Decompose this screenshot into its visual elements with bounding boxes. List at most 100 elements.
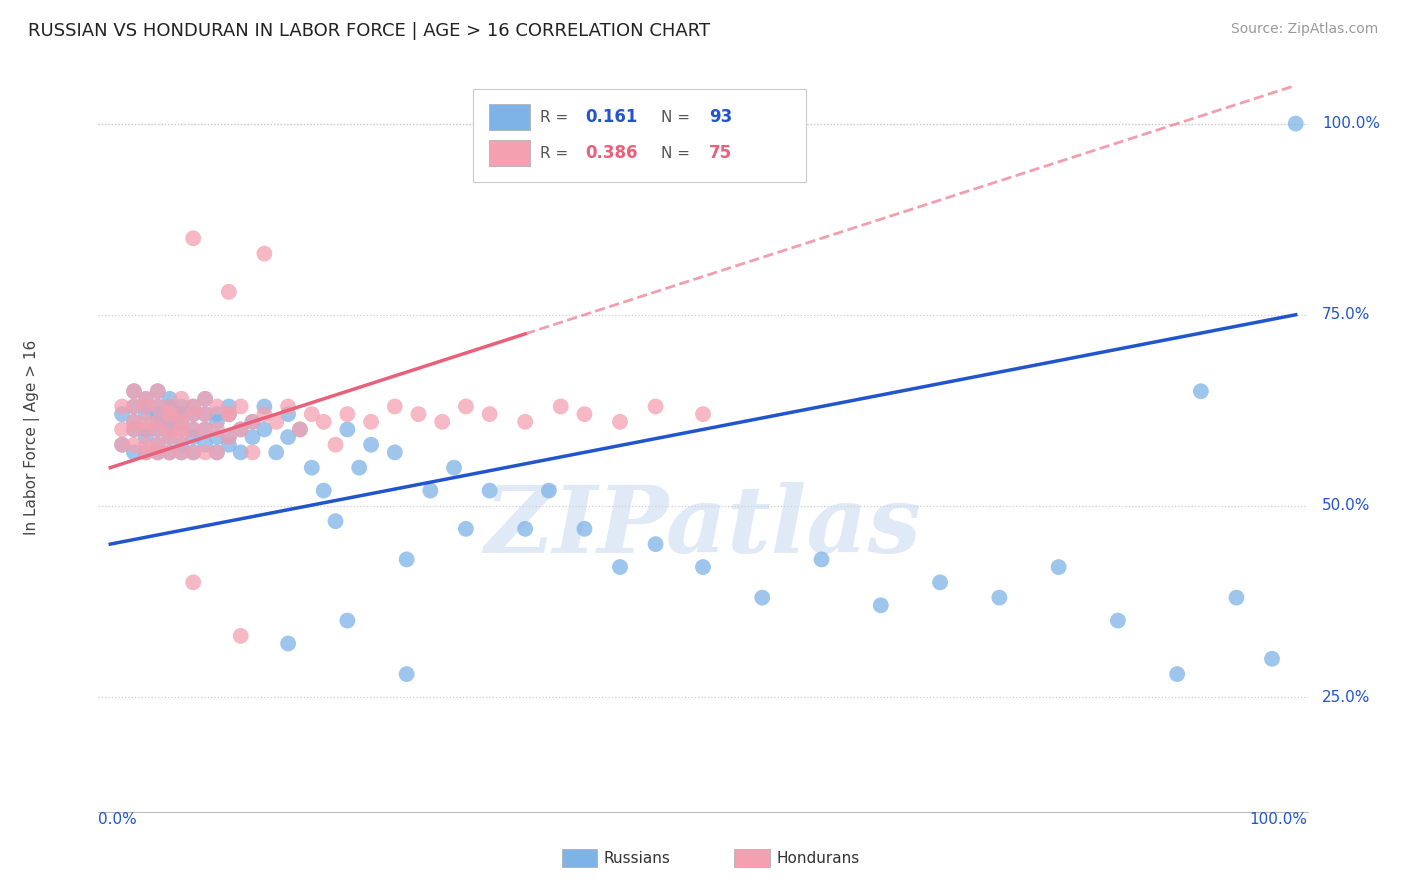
Point [159,407,181,421]
Point [135,400,157,414]
Point [288,422,311,436]
Point [146,422,169,436]
Point [218,407,240,421]
Point [478,483,501,498]
Point [242,415,264,429]
Point [194,407,217,421]
Text: 0.161: 0.161 [586,108,638,126]
Point [478,407,501,421]
Point [135,392,157,406]
Point [242,415,264,429]
Point [277,407,299,421]
Point [135,392,157,406]
Point [253,407,276,421]
Point [988,591,1011,605]
Point [159,415,181,429]
Point [135,438,157,452]
Point [229,400,252,414]
Point [454,400,477,414]
Point [146,438,169,452]
Point [146,415,169,429]
Point [253,246,276,260]
Point [181,407,204,421]
Point [229,422,252,436]
Text: In Labor Force | Age > 16: In Labor Force | Age > 16 [24,340,39,534]
Point [395,552,418,566]
Point [170,445,193,459]
Point [609,415,631,429]
Point [1189,384,1212,399]
Point [242,430,264,444]
Point [205,445,228,459]
FancyBboxPatch shape [489,140,530,166]
Point [384,400,406,414]
Point [395,667,418,681]
Point [170,415,193,429]
Point [218,438,240,452]
Point [135,422,157,436]
Point [205,400,228,414]
Point [384,445,406,459]
Point [336,422,359,436]
Point [312,483,335,498]
Point [194,422,217,436]
Text: N =: N = [661,110,695,125]
Point [159,422,181,436]
Point [408,407,430,421]
Point [264,415,287,429]
Point [170,438,193,452]
Point [135,445,157,459]
Text: 75: 75 [709,145,733,162]
Point [135,407,157,421]
Point [122,415,145,429]
Point [360,438,382,452]
Text: 25.0%: 25.0% [1322,690,1371,705]
Point [146,384,169,399]
Point [609,560,631,574]
Point [159,392,181,406]
Point [253,400,276,414]
Point [869,599,891,613]
Point [277,636,299,650]
Point [194,438,217,452]
Point [218,430,240,444]
Point [146,445,169,459]
Text: 0.386: 0.386 [586,145,638,162]
Point [205,407,228,421]
Text: R =: R = [540,110,572,125]
Point [170,415,193,429]
Text: 100.0%: 100.0% [1250,812,1308,827]
Point [194,407,217,421]
Point [159,422,181,436]
Point [146,422,169,436]
Point [229,629,252,643]
Point [146,400,169,414]
Point [146,438,169,452]
Point [111,422,134,436]
Point [229,422,252,436]
Point [146,400,169,414]
Point [159,407,181,421]
Point [181,422,204,436]
Point [301,460,323,475]
Text: 50.0%: 50.0% [1322,499,1371,514]
Point [574,407,596,421]
Point [1261,652,1284,666]
Point [929,575,952,590]
Point [181,407,204,421]
Point [751,591,773,605]
Text: Source: ZipAtlas.com: Source: ZipAtlas.com [1230,22,1378,37]
Point [159,445,181,459]
Point [170,445,193,459]
Point [135,400,157,414]
Point [277,430,299,444]
Point [454,522,477,536]
Point [170,407,193,421]
Point [325,514,347,528]
Point [1166,667,1188,681]
Point [181,400,204,414]
Point [122,384,145,399]
Point [170,392,193,406]
Point [242,445,264,459]
Point [443,460,465,475]
